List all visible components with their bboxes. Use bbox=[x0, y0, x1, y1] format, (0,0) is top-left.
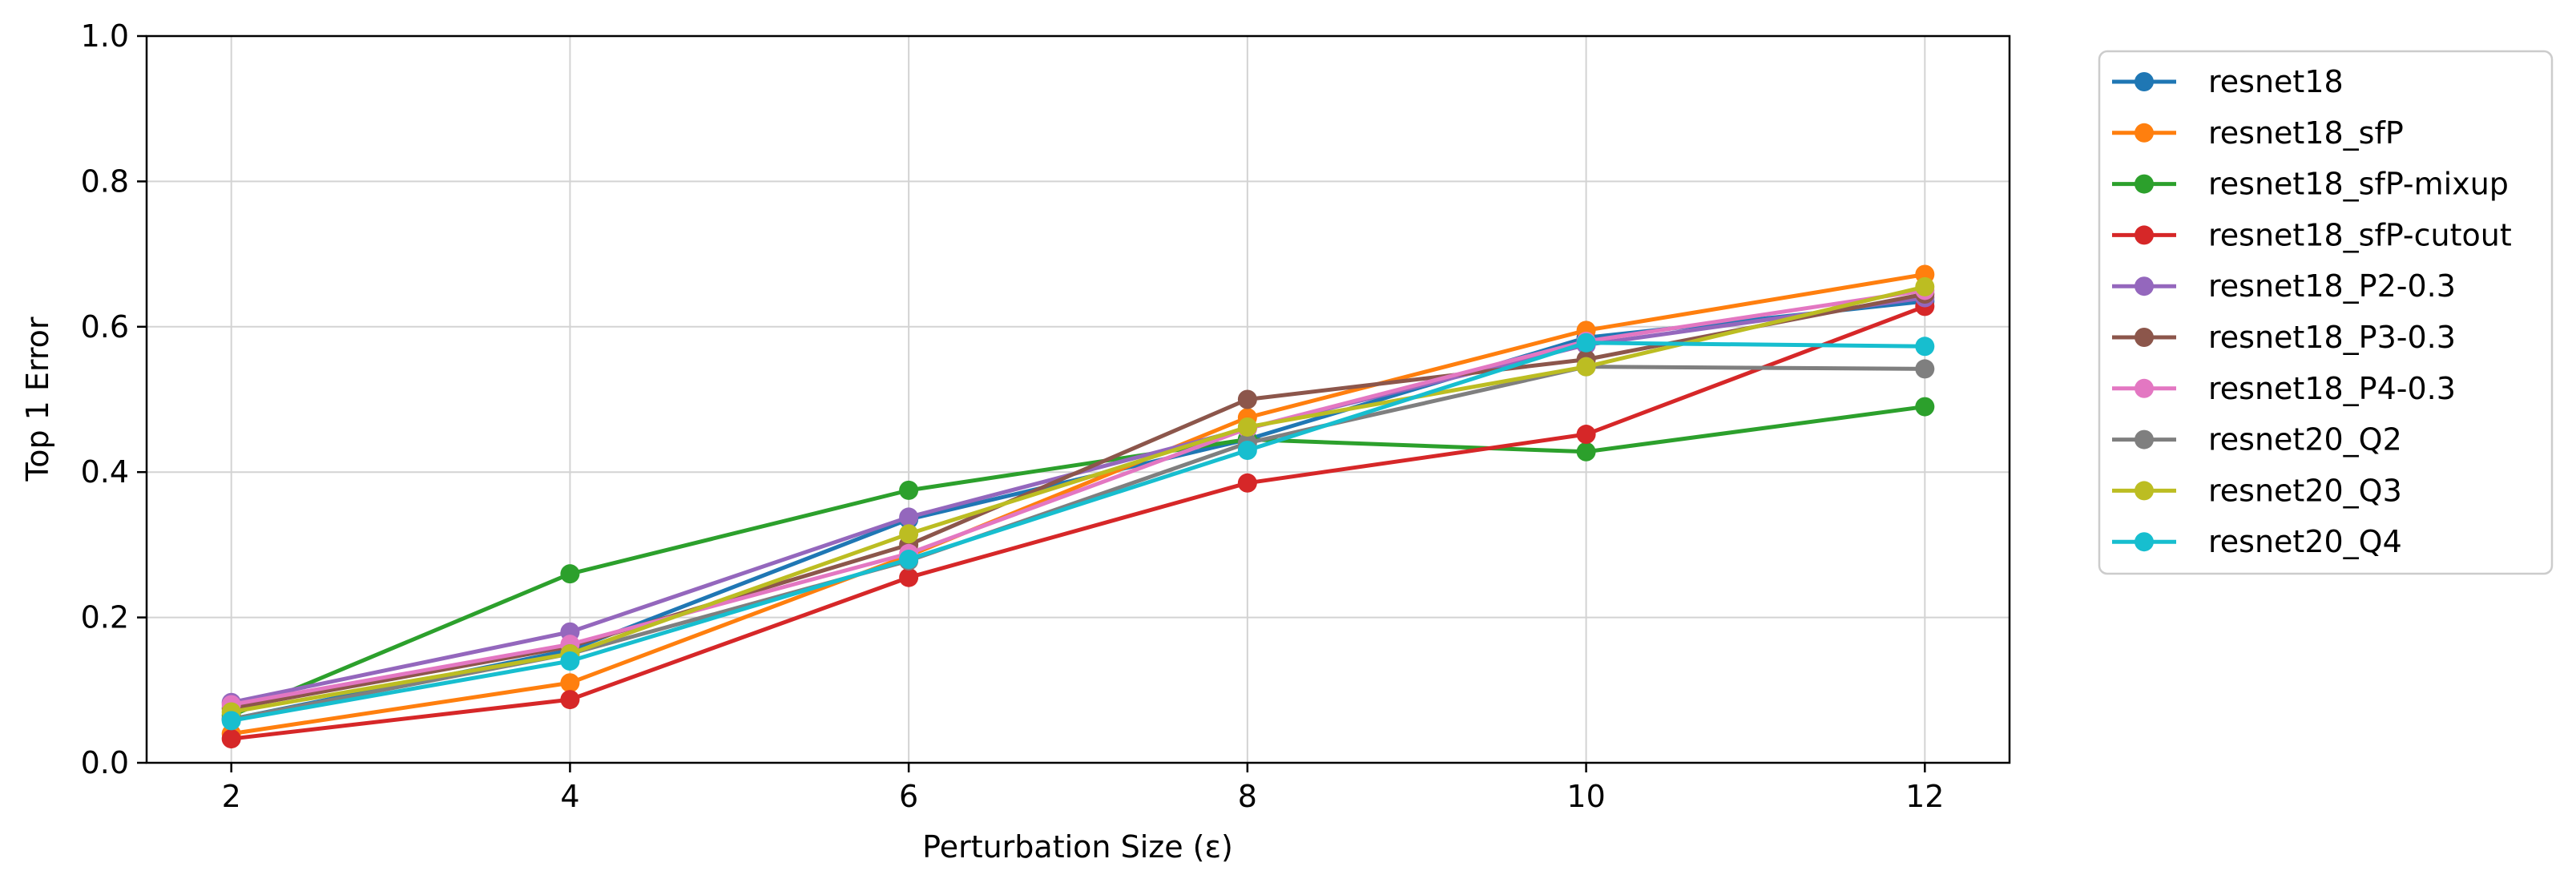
grid bbox=[147, 35, 2010, 764]
legend-label: resnet18_P2-0.3 bbox=[2208, 268, 2456, 304]
series-resnet20_Q4 bbox=[221, 333, 1935, 731]
series-line bbox=[231, 284, 1925, 714]
x-tick-label: 12 bbox=[1905, 779, 1944, 814]
y-axis-label: Top 1 Error bbox=[20, 316, 55, 482]
data-point bbox=[1237, 417, 1257, 437]
legend-marker bbox=[2135, 481, 2154, 501]
data-point bbox=[1576, 425, 1596, 445]
data-point bbox=[1915, 276, 1935, 296]
series-resnet18_sfP-cutout bbox=[221, 296, 1935, 749]
legend-label: resnet20_Q3 bbox=[2208, 473, 2402, 508]
legend-item: resnet18_P4-0.3 bbox=[2112, 371, 2456, 406]
series-line bbox=[231, 341, 1925, 723]
legend-label: resnet20_Q4 bbox=[2208, 524, 2402, 559]
y-tick-label: 0.2 bbox=[81, 600, 129, 635]
legend-label: resnet18_P3-0.3 bbox=[2208, 320, 2456, 355]
legend-marker bbox=[2135, 276, 2154, 296]
data-point bbox=[1915, 397, 1935, 417]
y-tick-label: 0.0 bbox=[81, 745, 129, 780]
legend-marker bbox=[2135, 72, 2154, 91]
x-tick-label: 6 bbox=[899, 779, 918, 814]
y-tick-label: 1.0 bbox=[81, 18, 129, 54]
legend-label: resnet20_Q2 bbox=[2208, 422, 2402, 458]
series-line bbox=[231, 272, 1925, 736]
data-point bbox=[1915, 359, 1935, 379]
legend-item: resnet18_P3-0.3 bbox=[2112, 320, 2456, 355]
legend-item: resnet18_P2-0.3 bbox=[2112, 268, 2456, 304]
legend-marker bbox=[2135, 429, 2154, 450]
legend-item: resnet18_sfP bbox=[2112, 115, 2404, 151]
data-point bbox=[560, 690, 580, 710]
legend-item: resnet20_Q3 bbox=[2112, 473, 2402, 508]
data-point bbox=[899, 550, 919, 570]
data-point bbox=[899, 524, 919, 544]
x-tick-label: 4 bbox=[560, 779, 579, 814]
y-tick-label: 0.6 bbox=[81, 309, 129, 345]
plot-area-frame bbox=[145, 34, 2011, 764]
data-point bbox=[560, 651, 580, 671]
data-point bbox=[1576, 357, 1596, 377]
series-line bbox=[231, 288, 1925, 707]
legend-item: resnet18 bbox=[2112, 64, 2344, 99]
legend-item: resnet18_sfP-cutout bbox=[2112, 217, 2512, 252]
data-point bbox=[899, 567, 919, 587]
legend-marker bbox=[2135, 532, 2154, 552]
data-point bbox=[560, 564, 580, 584]
x-tick-label: 10 bbox=[1566, 779, 1605, 814]
series-resnet20_Q3 bbox=[221, 276, 1935, 722]
data-point bbox=[1237, 440, 1257, 460]
y-tick-label: 0.8 bbox=[81, 163, 129, 199]
data-point bbox=[899, 480, 919, 500]
series-line bbox=[231, 304, 1926, 741]
series-group bbox=[221, 264, 1935, 749]
legend-marker bbox=[2135, 378, 2154, 398]
data-point bbox=[899, 507, 919, 527]
legend-marker bbox=[2135, 123, 2154, 143]
x-tick-label: 8 bbox=[1238, 779, 1257, 814]
legend-label: resnet18_sfP-mixup bbox=[2208, 167, 2509, 202]
legend-marker bbox=[2135, 174, 2154, 194]
series-line bbox=[230, 405, 1925, 718]
legend-marker bbox=[2135, 328, 2154, 347]
axis-ticks: 2 4 6 8 10 12 0.0 0.2 0.4 0.6 0.8 1.0 bbox=[81, 18, 1945, 814]
legend-item: resnet18_sfP-mixup bbox=[2112, 167, 2509, 202]
data-point bbox=[1237, 473, 1257, 493]
series-resnet20_Q2 bbox=[221, 357, 1935, 729]
legend-label: resnet18 bbox=[2208, 64, 2344, 99]
legend-item: resnet20_Q4 bbox=[2112, 524, 2402, 559]
legend-item: resnet20_Q2 bbox=[2112, 422, 2402, 458]
legend-label: resnet18_sfP bbox=[2208, 115, 2404, 151]
y-tick-label: 0.4 bbox=[81, 454, 129, 490]
legend: resnet18 resnet18_sfP resnet18_sfP-mixupre… bbox=[2098, 50, 2554, 575]
series-line bbox=[231, 292, 1925, 711]
legend-label: resnet18_P4-0.3 bbox=[2208, 371, 2456, 406]
data-point bbox=[221, 711, 241, 731]
x-tick-label: 2 bbox=[222, 779, 241, 814]
data-point bbox=[1576, 333, 1596, 353]
data-point bbox=[560, 673, 580, 693]
data-point bbox=[1237, 389, 1257, 409]
legend-label: resnet18_sfP-cutout bbox=[2208, 217, 2512, 252]
data-point bbox=[1576, 441, 1596, 462]
data-point bbox=[1915, 337, 1935, 357]
series-line bbox=[231, 299, 1925, 722]
data-point bbox=[221, 729, 241, 749]
x-axis-label: Perturbation Size (ε) bbox=[922, 829, 1233, 865]
legend-frame bbox=[2098, 50, 2554, 575]
legend-marker bbox=[2135, 225, 2154, 245]
